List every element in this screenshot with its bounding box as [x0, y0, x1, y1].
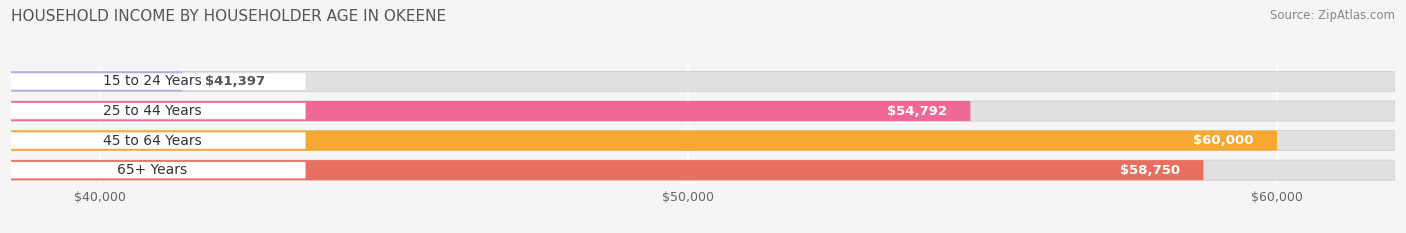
- FancyBboxPatch shape: [11, 160, 1204, 180]
- FancyBboxPatch shape: [11, 160, 1395, 180]
- FancyBboxPatch shape: [11, 130, 1277, 151]
- Text: 45 to 64 Years: 45 to 64 Years: [103, 134, 202, 147]
- Text: 15 to 24 Years: 15 to 24 Years: [103, 75, 202, 89]
- FancyBboxPatch shape: [0, 73, 305, 90]
- FancyBboxPatch shape: [0, 162, 305, 178]
- FancyBboxPatch shape: [11, 101, 970, 121]
- Text: $60,000: $60,000: [1192, 134, 1254, 147]
- FancyBboxPatch shape: [11, 72, 181, 92]
- Text: $41,397: $41,397: [205, 75, 266, 88]
- Text: $58,750: $58,750: [1119, 164, 1180, 177]
- FancyBboxPatch shape: [11, 101, 1395, 121]
- Text: 65+ Years: 65+ Years: [118, 163, 187, 177]
- Text: 25 to 44 Years: 25 to 44 Years: [103, 104, 202, 118]
- Text: HOUSEHOLD INCOME BY HOUSEHOLDER AGE IN OKEENE: HOUSEHOLD INCOME BY HOUSEHOLDER AGE IN O…: [11, 9, 446, 24]
- Text: $54,792: $54,792: [887, 105, 946, 117]
- FancyBboxPatch shape: [0, 132, 305, 149]
- Text: Source: ZipAtlas.com: Source: ZipAtlas.com: [1270, 9, 1395, 22]
- FancyBboxPatch shape: [11, 130, 1395, 151]
- FancyBboxPatch shape: [0, 103, 305, 119]
- FancyBboxPatch shape: [11, 72, 1395, 92]
